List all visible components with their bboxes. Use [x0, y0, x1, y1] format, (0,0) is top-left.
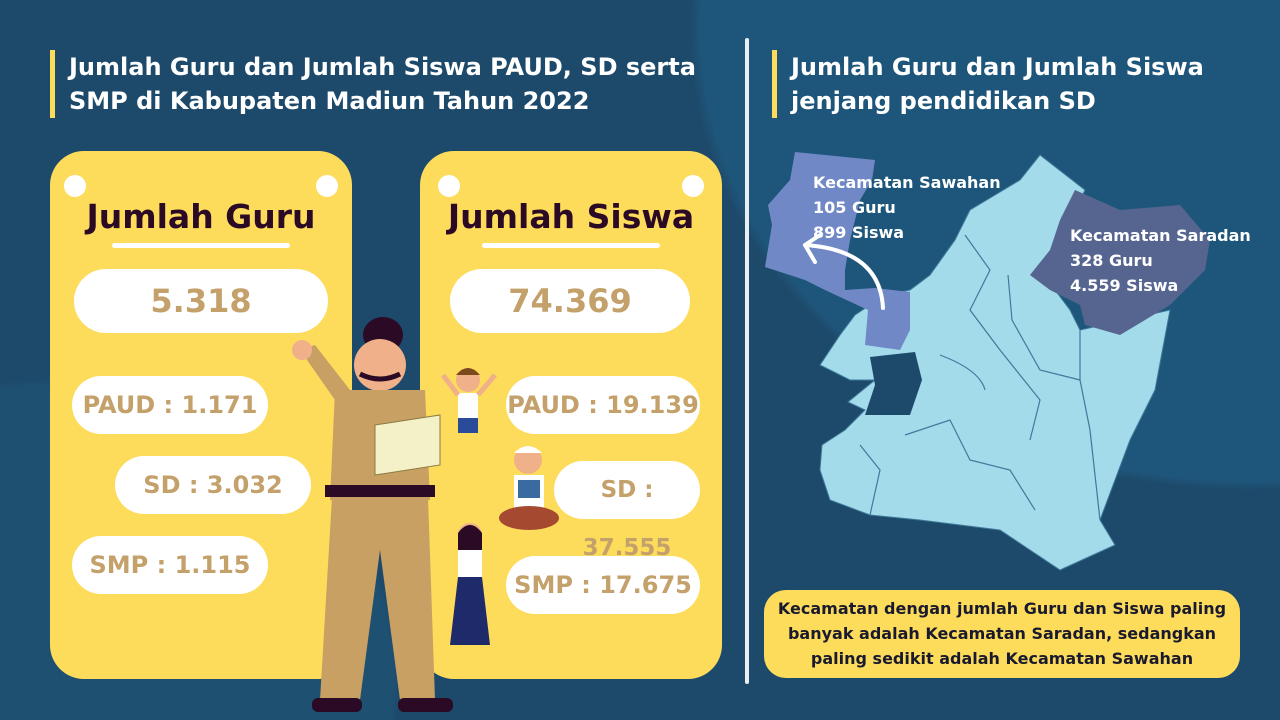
sawahan-name: Kecamatan Sawahan	[813, 173, 1001, 192]
divider	[745, 38, 749, 684]
left-title-line2: SMP di Kabupaten Madiun Tahun 2022	[69, 87, 590, 115]
note-line1: Kecamatan dengan jumlah Guru dan Siswa p…	[777, 599, 1227, 618]
saradan-name: Kecamatan Saradan	[1070, 226, 1251, 245]
summary-note: Kecamatan dengan jumlah Guru dan Siswa p…	[764, 590, 1240, 678]
guru-smp: SMP : 1.115	[72, 536, 268, 594]
arrow-icon	[803, 233, 885, 310]
heading-underline	[112, 243, 290, 248]
note-line2: banyak adalah Kecamatan Saradan, sedangk…	[787, 624, 1217, 643]
madiun-map	[765, 152, 1210, 571]
guru-card: Jumlah Guru 5.318 PAUD : 1.171 SD : 3.03…	[50, 151, 352, 679]
card-hole	[316, 175, 338, 197]
map-region-madiun-city	[865, 352, 922, 415]
saradan-label: Kecamatan Saradan 328 Guru 4.559 Siswa	[1070, 223, 1251, 298]
right-title-line2: jenjang pendidikan SD	[791, 87, 1096, 115]
student-illustration	[441, 368, 559, 645]
siswa-total: 74.369	[450, 269, 690, 333]
teacher-illustration	[292, 317, 453, 712]
siswa-heading: Jumlah Siswa	[447, 197, 695, 236]
saradan-siswa: 4.559 Siswa	[1070, 276, 1179, 295]
left-title-line1: Jumlah Guru dan Jumlah Siswa PAUD, SD se…	[69, 53, 696, 81]
siswa-sd: SD : 37.555	[554, 461, 700, 561]
sawahan-siswa: 899 Siswa	[813, 223, 905, 242]
sawahan-label: Kecamatan Sawahan 105 Guru 899 Siswa	[813, 170, 1001, 245]
right-title-line1: Jumlah Guru dan Jumlah Siswa	[791, 53, 1204, 81]
heading-underline	[482, 243, 660, 248]
guru-sd: SD : 3.032	[115, 456, 311, 514]
right-title: Jumlah Guru dan Jumlah Siswa jenjang pen…	[772, 50, 1204, 118]
siswa-paud: PAUD : 19.139	[506, 376, 700, 434]
guru-heading: Jumlah Guru	[86, 197, 316, 236]
card-hole	[64, 175, 86, 197]
siswa-smp: SMP : 17.675	[506, 556, 700, 614]
card-hole	[682, 175, 704, 197]
guru-paud: PAUD : 1.171	[72, 376, 268, 434]
guru-total: 5.318	[74, 269, 328, 333]
note-line3: paling sedikit adalah Kecamatan Sawahan	[810, 649, 1194, 668]
map-region-saradan	[1030, 190, 1210, 335]
card-hole	[438, 175, 460, 197]
saradan-guru: 328 Guru	[1070, 251, 1153, 270]
sawahan-guru: 105 Guru	[813, 198, 896, 217]
left-title: Jumlah Guru dan Jumlah Siswa PAUD, SD se…	[50, 50, 696, 118]
